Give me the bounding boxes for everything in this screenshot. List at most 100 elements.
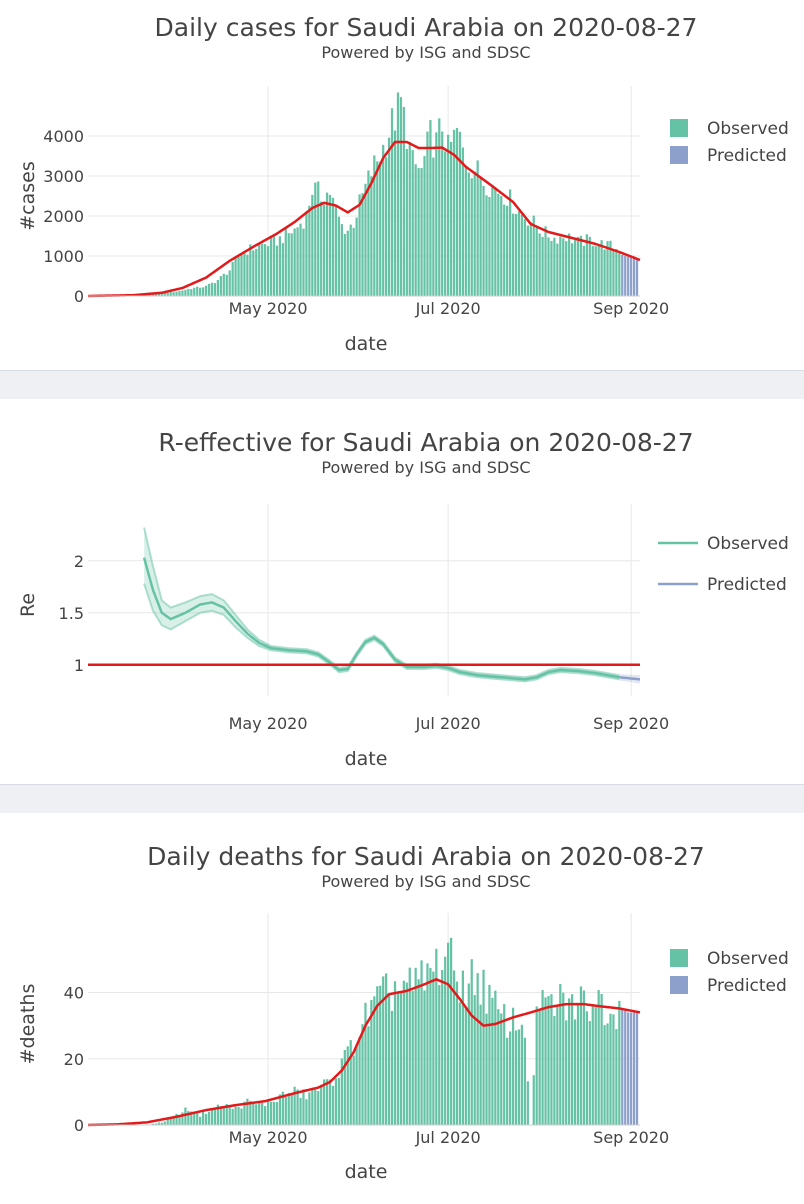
observed-bar [595,1007,597,1125]
observed-bar [181,291,183,296]
legend-swatch-predicted [670,976,688,994]
deaths-chart-panel: Daily deaths for Saudi Arabia on 2020-08… [0,813,804,1200]
observed-bar [444,151,446,296]
observed-bar [208,284,210,296]
observed-bar [612,1014,614,1125]
observed-bar [355,1044,357,1125]
panel-separator [0,784,804,814]
y-tick-label: 3000 [43,167,84,186]
observed-bar [568,998,570,1125]
observed-bar [223,274,225,296]
observed-bar [237,257,239,296]
observed-bar [435,132,437,296]
observed-bar [326,193,328,296]
observed-bar [226,275,228,296]
observed-bar [485,195,487,296]
observed-bar [497,1009,499,1125]
observed-bar [462,971,464,1125]
observed-bar [547,237,549,296]
observed-bar [234,1106,236,1125]
observed-bar [494,991,496,1125]
observed-bar [302,229,304,296]
observed-bar [341,224,343,296]
x-axis-title: date [345,1161,388,1183]
observed-bar [214,1108,216,1125]
observed-bar [533,216,535,296]
legend-swatch-observed [670,949,688,967]
observed-bar [388,994,390,1125]
observed-bar [539,1009,541,1125]
observed-bar [267,1100,269,1125]
observed-bar [388,138,390,296]
observed-bar [426,963,428,1125]
observed-bar [524,219,526,296]
observed-bar [512,1008,514,1125]
x-axis-title: date [345,748,388,770]
observed-bar [574,240,576,296]
observed-bar [417,979,419,1125]
observed-bar [589,237,591,296]
observed-bar [491,998,493,1125]
observed-bar [311,1089,313,1125]
observed-bar [358,1037,360,1125]
observed-bar [412,150,414,296]
observed-bar [376,161,378,296]
observed-bar [353,1055,355,1125]
observed-bar [364,184,366,296]
legend-swatch-predicted [670,146,688,164]
observed-bar [536,227,538,296]
observed-bar [488,197,490,296]
observed-bar [232,1109,234,1125]
observed-bar [438,118,440,296]
observed-bar [556,1005,558,1125]
observed-bar [441,132,443,296]
observed-bar [391,108,393,296]
observed-bar [373,996,375,1125]
observed-bar [536,1006,538,1125]
observed-bar [547,996,549,1125]
observed-bar [296,1090,298,1125]
observed-bars [87,92,621,296]
x-tick-label: May 2020 [229,714,308,733]
observed-bar [267,246,269,296]
chart-title: R-effective for Saudi Arabia on 2020-08-… [158,428,693,457]
observed-bar [515,214,517,296]
observed-bar [291,1094,293,1125]
x-tick-label: Jul 2020 [415,299,481,318]
observed-bar [335,1078,337,1125]
predicted-bar [624,1009,626,1125]
y-tick-label: 20 [64,1050,84,1069]
observed-bar [580,236,582,296]
observed-bar [524,1038,526,1125]
observed-bar [361,193,363,296]
observed-bar [577,237,579,296]
observed-bar [565,1020,567,1125]
observed-bar [314,183,316,296]
observed-bar [544,997,546,1125]
observed-bar [589,1021,591,1125]
observed-bar [172,292,174,296]
observed-bar [187,289,189,296]
observed-bar [332,198,334,296]
chart-subtitle: Powered by ISG and SDSC [321,458,530,477]
observed-bar [500,1013,502,1125]
y-tick-label: 0 [74,1116,84,1135]
observed-bar [282,243,284,296]
observed-bar [208,1112,210,1125]
observed-bar [574,1019,576,1125]
observed-bar [603,250,605,296]
observed-bar [196,1112,198,1125]
observed-bar [296,227,298,296]
observed-bar [214,283,216,296]
observed-bar [202,1111,204,1125]
observed-bar [406,983,408,1125]
observed-bar [299,224,301,296]
legend-swatch-observed [670,119,688,137]
observed-bar [252,1103,254,1125]
legend-label-predicted: Predicted [707,575,787,595]
observed-bar [586,1011,588,1125]
y-axis-title: Re [17,593,39,617]
legend-label-observed: Observed [707,119,789,139]
predicted-bar [627,257,629,296]
observed-bar [175,292,177,296]
